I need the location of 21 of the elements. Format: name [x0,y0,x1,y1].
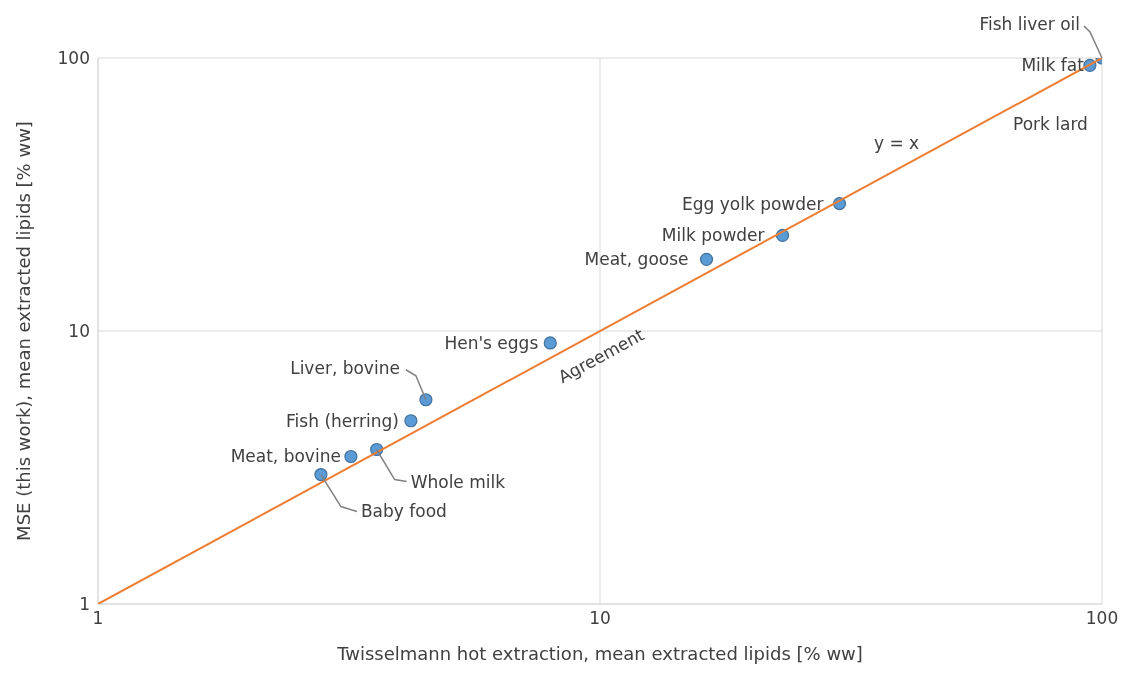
annotation: Egg yolk powder [682,193,824,214]
y-tick-label: 1 [79,594,90,615]
annotation: Baby food [360,500,447,521]
annotation: Whole milk [410,471,506,492]
annotation: Hen's eggs [444,332,539,353]
annotation: Milk powder [661,225,765,246]
y-axis-title: MSE (this work), mean extracted lipids [% ww] [13,121,35,541]
annotation: Liver, bovine [290,357,400,378]
x-axis-title: Twisselmann hot extraction, mean extracted lipids [% ww] [336,643,863,664]
x-tick-label: 1 [92,608,104,629]
annotation: Pork lard [1013,114,1088,134]
y-tick-label: 10 [68,321,90,342]
annotation: Fish (herring) [286,410,399,431]
annotation: Milk fat [1021,55,1085,76]
y-tick-label: 100 [57,48,90,69]
annotation: Meat, goose [584,249,689,270]
x-tick-label: 10 [589,608,611,629]
annotation: Fish liver oil [979,14,1080,34]
annotation: Meat, bovine [230,446,341,467]
x-tick-label: 100 [1085,608,1119,629]
annotation: y = x [874,133,920,153]
